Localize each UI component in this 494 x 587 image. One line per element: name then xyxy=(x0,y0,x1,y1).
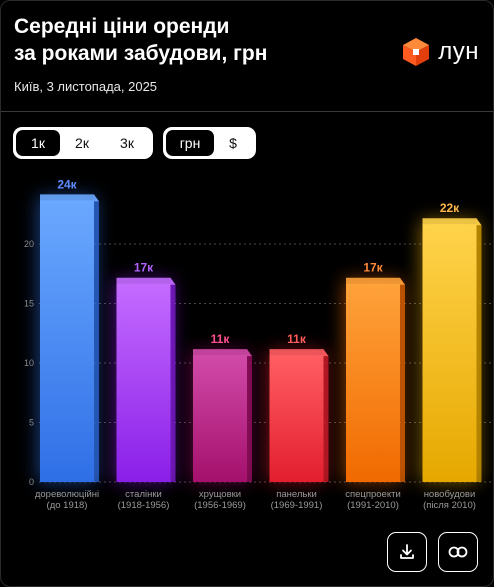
bar-side xyxy=(323,351,329,482)
bar-value-label: 11к xyxy=(287,332,307,346)
currency-option-uah[interactable]: грн xyxy=(166,130,214,156)
y-tick-label: 0 xyxy=(29,477,34,487)
bar-value-label: 11к xyxy=(211,332,231,346)
y-tick-label: 5 xyxy=(29,418,34,428)
bar[interactable] xyxy=(422,224,477,482)
bar-top xyxy=(422,218,482,226)
page-title: Середні ціни оренди за роками забудови, … xyxy=(14,13,374,67)
bar-top xyxy=(346,277,405,285)
x-tick-label: (1918-1956) xyxy=(118,500,170,511)
download-button[interactable] xyxy=(387,532,427,572)
y-tick-label: 15 xyxy=(24,299,34,309)
x-tick-label: хрущовки xyxy=(199,489,241,500)
x-tick-label: (1991-2010) xyxy=(347,500,399,511)
title-line-1: Середні ціни оренди xyxy=(14,15,230,38)
orange-cube-logo-icon xyxy=(403,38,430,66)
bar-value-label: 24к xyxy=(57,177,77,191)
bar-side xyxy=(94,196,99,482)
bar-side xyxy=(476,220,482,482)
rooms-toggle: 1к 2к 3к xyxy=(13,127,153,159)
bar[interactable] xyxy=(40,200,94,482)
bar[interactable] xyxy=(346,283,400,482)
logo-text: лун xyxy=(438,38,479,65)
bar[interactable] xyxy=(269,355,324,482)
rooms-option-2[interactable]: 2к xyxy=(75,135,89,151)
x-tick-label: новобудови xyxy=(424,489,476,500)
bar-top xyxy=(269,349,329,357)
bar-top xyxy=(193,349,252,357)
bar-chart: 0 5 10 15 20 24к дореволюційні(до 1918) 17к стал… xyxy=(24,177,493,511)
currency-toggle: грн $ xyxy=(163,127,256,159)
rooms-option-1[interactable]: 1к xyxy=(16,130,60,156)
x-tick-label: (1969-1991) xyxy=(271,500,323,511)
x-tick-label: (до 1918) xyxy=(47,500,88,511)
bar-value-label: 17к xyxy=(134,261,154,275)
bar-side xyxy=(247,351,252,482)
copy-link-button[interactable] xyxy=(438,532,478,572)
x-tick-label: спецпроекти xyxy=(345,489,401,500)
rooms-option-3[interactable]: 3к xyxy=(120,135,134,151)
bar[interactable] xyxy=(193,355,247,482)
bar-top xyxy=(40,194,99,202)
y-tick-label: 10 xyxy=(24,358,34,368)
subtitle: Київ, 3 листопада, 2025 xyxy=(14,79,158,94)
x-tick-label: (1956-1969) xyxy=(194,500,246,511)
link-icon xyxy=(448,546,468,558)
currency-option-usd[interactable]: $ xyxy=(229,135,237,151)
bar-value-label: 22к xyxy=(440,201,460,215)
x-tick-label: (після 2010) xyxy=(423,500,476,511)
bar-side xyxy=(170,279,176,482)
title-line-2: за роками забудови, грн xyxy=(14,42,268,65)
lun-logo[interactable]: лун xyxy=(402,37,479,67)
bar[interactable] xyxy=(116,283,171,482)
bar-value-label: 17к xyxy=(363,261,383,275)
y-tick-label: 20 xyxy=(24,239,34,249)
bar-side xyxy=(400,279,405,482)
x-tick-label: сталінки xyxy=(125,489,162,500)
header: Середні ціни оренди за роками забудови, … xyxy=(1,1,493,112)
x-tick-label: дореволюційні xyxy=(35,489,99,500)
download-icon xyxy=(400,544,414,559)
bar-top xyxy=(116,277,176,285)
x-tick-label: панельки xyxy=(276,489,317,500)
